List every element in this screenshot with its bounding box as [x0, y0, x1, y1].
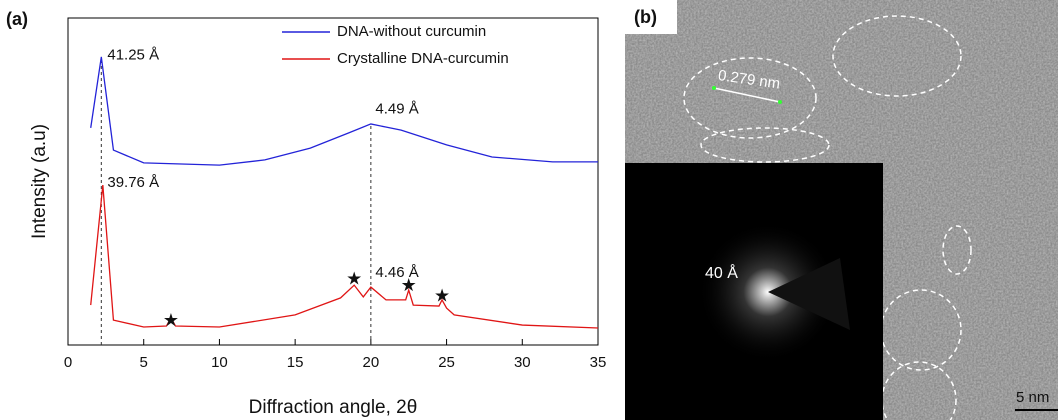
region [832, 15, 962, 97]
lattice-point [712, 86, 716, 90]
panel-label: (a) [6, 9, 28, 29]
data-line [90, 185, 599, 329]
plot-frame [67, 17, 599, 346]
x-tick-label: 0 [64, 354, 72, 371]
x-tick-label: 5 [140, 354, 148, 371]
peak-marker: ★ [401, 275, 417, 295]
x-tick-label: 20 [363, 354, 380, 371]
diffraction-label: 40 Å [705, 263, 738, 282]
region [880, 289, 962, 371]
lattice-arrow [713, 87, 781, 103]
x-tick-label: 10 [211, 354, 228, 371]
region [942, 225, 972, 275]
annotation: 4.49 Å [375, 101, 418, 118]
x-axis-title: Diffraction angle, 2θ [249, 397, 418, 418]
peak-marker: ★ [163, 310, 179, 330]
tem-image: 0.279 nm 40 Å 5 nm (b) [625, 0, 1058, 420]
legend-label: Crystalline DNA-curcumin [337, 50, 509, 67]
region [683, 57, 817, 139]
x-tick-label: 30 [514, 354, 531, 371]
annotation: 41.25 Å [107, 47, 159, 64]
legend-label: DNA-without curcumin [337, 23, 486, 40]
x-tick-label: 15 [287, 354, 304, 371]
annotation: 39.76 Å [107, 174, 159, 191]
annotation: 4.46 Å [375, 264, 418, 281]
scale-bar-label: 5 nm [1016, 389, 1049, 406]
x-tick-label: 35 [590, 354, 607, 371]
region [700, 127, 830, 163]
chart-panel: (a) Diffraction angle, 2θ Intensity (a.u) 0… [6, 9, 606, 418]
x-tick-label: 25 [438, 354, 455, 371]
y-axis-title: Intensity (a.u) [29, 124, 50, 239]
peak-marker: ★ [434, 285, 450, 305]
data-line [90, 56, 598, 166]
panel-label: (b) [634, 7, 657, 27]
beam-stop [768, 258, 850, 330]
peak-marker: ★ [346, 269, 362, 289]
label-box [625, 0, 677, 34]
lattice-point [778, 100, 782, 104]
